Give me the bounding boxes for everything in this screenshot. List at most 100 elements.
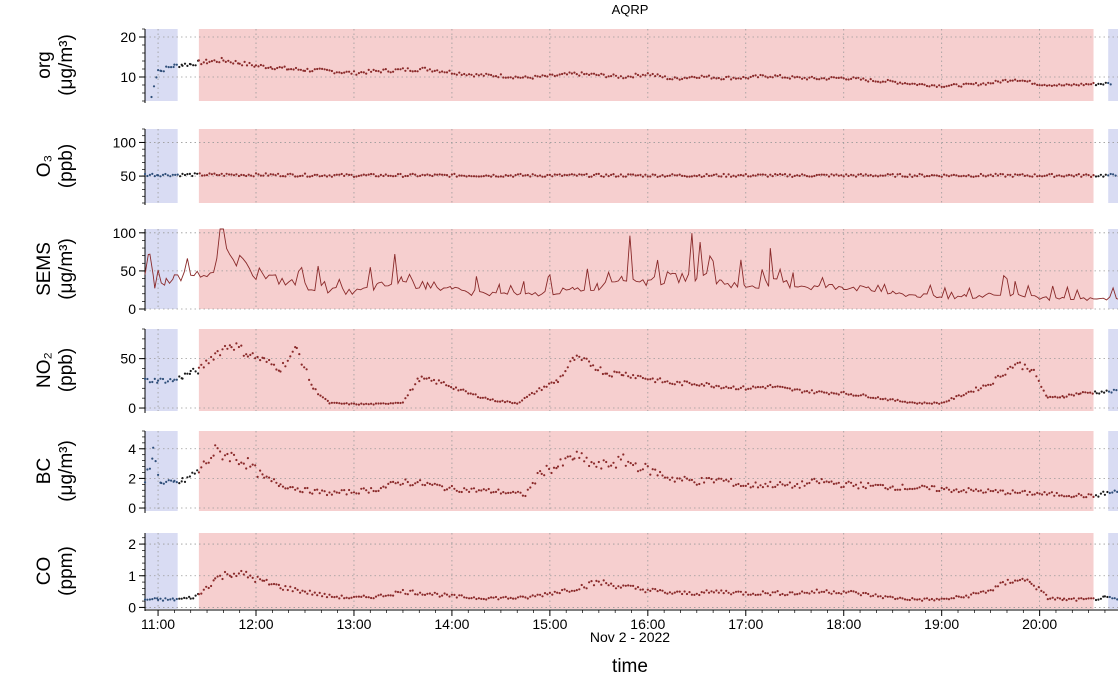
data-point-bc [338,491,341,494]
data-point-o3 [774,173,777,176]
data-point-co [1030,582,1033,586]
panels: 1020org(μg/m³)50100O₃(ppb)050100SEMS(μg/… [34,28,1118,615]
data-point-no2 [503,401,507,404]
data-point-o3 [730,175,733,178]
data-point-org [690,75,694,78]
data-point-bc [884,487,887,490]
data-point-co [431,593,434,596]
data-point-org [656,73,659,76]
data-point-o3 [568,173,571,176]
data-point-bc [487,487,490,491]
data-point-o3 [507,174,510,177]
data-point-no2 [774,385,777,388]
shaded-region-blue [1108,229,1118,309]
data-point-org [1094,84,1098,87]
data-point-bc [502,491,505,494]
data-point-org [318,67,321,70]
data-point-bc [531,481,534,485]
data-point-bc [1072,495,1075,498]
x-axis-label: time [612,656,648,677]
data-point-org [703,75,706,78]
data-point-bc [734,483,738,486]
data-point-o3 [352,175,356,178]
data-point-bc [181,477,184,480]
data-point-o3 [1085,173,1088,176]
data-point-no2 [181,377,184,380]
data-point-org [793,76,796,79]
data-point-no2 [622,374,625,377]
data-point-no2 [588,360,591,363]
data-point-co [414,593,417,596]
data-point-no2 [1049,395,1052,398]
data-point-org [649,74,652,77]
data-point-org [597,74,600,77]
data-point-org [894,80,897,83]
data-point-org [543,74,547,77]
data-point-o3 [252,175,255,178]
data-point-co [265,578,268,582]
data-point-co [744,591,747,594]
data-point-co [683,590,686,593]
data-point-o3 [984,175,987,178]
data-point-no2 [698,384,701,387]
data-point-co [930,597,934,601]
data-point-bc [230,451,233,454]
data-point-no2 [501,399,504,402]
data-point-bc [896,488,899,491]
data-point-bc [240,461,243,464]
data-point-no2 [372,403,375,406]
data-point-org [683,76,686,79]
data-point-org [409,69,412,72]
data-point-bc [256,475,259,478]
data-point-o3 [1107,174,1110,177]
data-point-bc [245,467,248,470]
data-point-co [207,586,210,590]
data-point-bc [607,465,610,468]
data-point-no2 [695,384,698,387]
data-point-bc [431,483,434,486]
data-point-org [624,76,627,79]
data-point-co [925,597,929,600]
data-point-co [671,592,674,595]
data-point-org [509,76,512,79]
data-point-co [333,596,336,599]
data-point-no2 [965,392,968,395]
data-point-bc [193,472,196,475]
data-point-no2 [1067,393,1071,396]
data-point-org [879,81,882,84]
data-point-o3 [925,174,929,178]
y-tick-label: 0 [128,301,136,317]
data-point-bc [504,492,507,495]
data-point-org [996,80,1000,83]
data-point-co [982,590,985,593]
data-point-o3 [592,173,596,177]
data-point-bc [450,484,453,488]
data-point-org [1099,82,1102,86]
data-point-no2 [1075,392,1078,395]
data-point-bc [281,485,285,488]
data-point-org [654,75,657,78]
data-point-co [433,591,436,594]
data-point-org [1038,84,1041,87]
data-point-org [360,71,363,74]
data-point-bc [678,477,681,480]
data-point-o3 [421,173,424,176]
data-point-o3 [646,175,649,178]
data-point-co [494,595,498,599]
data-point-o3 [257,173,260,176]
data-point-no2 [1070,393,1073,396]
data-point-bc [996,491,1000,494]
data-point-no2 [146,377,149,381]
data-point-no2 [627,375,630,378]
data-point-o3 [940,175,943,178]
data-point-org [536,75,539,78]
data-point-no2 [1091,392,1094,395]
data-point-o3 [1018,173,1022,176]
data-point-no2 [404,397,407,400]
data-point-co [730,593,733,596]
data-point-bc [764,482,767,485]
data-point-bc [703,481,706,484]
data-point-co [803,591,806,594]
data-point-org [311,70,314,73]
data-point-o3 [365,174,368,177]
